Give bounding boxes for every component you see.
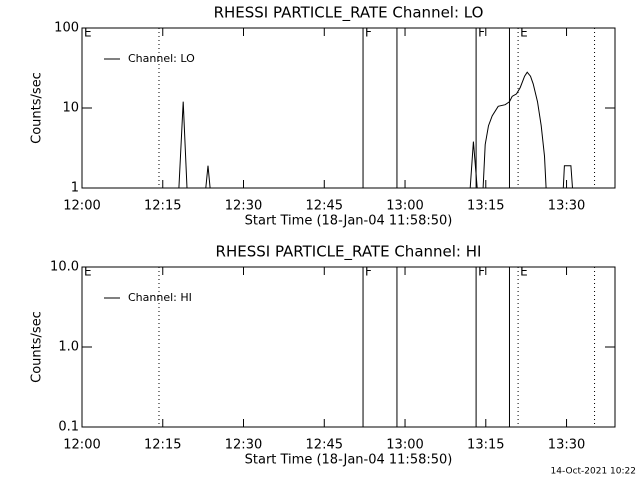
flag-label: E [84,265,92,279]
y-tick-label: 1.0 [58,340,79,355]
x-tick-label: 13:00 [386,438,423,453]
y-tick-label: 10.0 [50,260,79,275]
y-axis-label: Counts/sec [30,311,45,383]
x-tick-label: 13:30 [548,199,585,214]
y-tick-label: 0.1 [58,420,79,435]
x-axis-label: Start Time (18-Jan-04 11:58:50) [245,214,453,229]
x-tick-label: 12:00 [63,438,100,453]
flag-label: F [365,26,372,40]
y-tick-label: 1 [71,181,79,196]
data-line [178,71,573,189]
footer: 14-Oct-2021 10:22 [551,467,636,477]
flag-label: F [365,265,372,279]
legend-label: Channel: LO [128,52,195,65]
x-tick-label: 12:45 [306,438,343,453]
x-tick-label: 12:15 [144,438,181,453]
flag-label: F [478,26,485,40]
legend-label: Channel: HI [128,291,192,304]
x-tick-label: 13:30 [548,438,585,453]
x-tick-label: 12:30 [225,438,262,453]
x-tick-label: 13:15 [467,438,504,453]
x-tick-label: 12:00 [63,199,100,214]
x-tick-label: 12:30 [225,199,262,214]
flag-label: E [520,265,528,279]
x-tick-label: 12:15 [144,199,181,214]
chart-title: RHESSI PARTICLE_RATE Channel: LO [214,4,484,23]
x-axis-label: Start Time (18-Jan-04 11:58:50) [245,453,453,468]
chart-title: RHESSI PARTICLE_RATE Channel: HI [216,243,482,262]
flag-label: F [478,265,485,279]
y-tick-label: 100 [54,21,79,36]
flag-label: E [84,26,92,40]
y-axis-label: Counts/sec [30,72,45,144]
x-tick-label: 13:15 [467,199,504,214]
x-tick-label: 12:45 [306,199,343,214]
x-tick-label: 13:00 [386,199,423,214]
flag-label: E [520,26,528,40]
y-tick-label: 10 [62,101,79,116]
